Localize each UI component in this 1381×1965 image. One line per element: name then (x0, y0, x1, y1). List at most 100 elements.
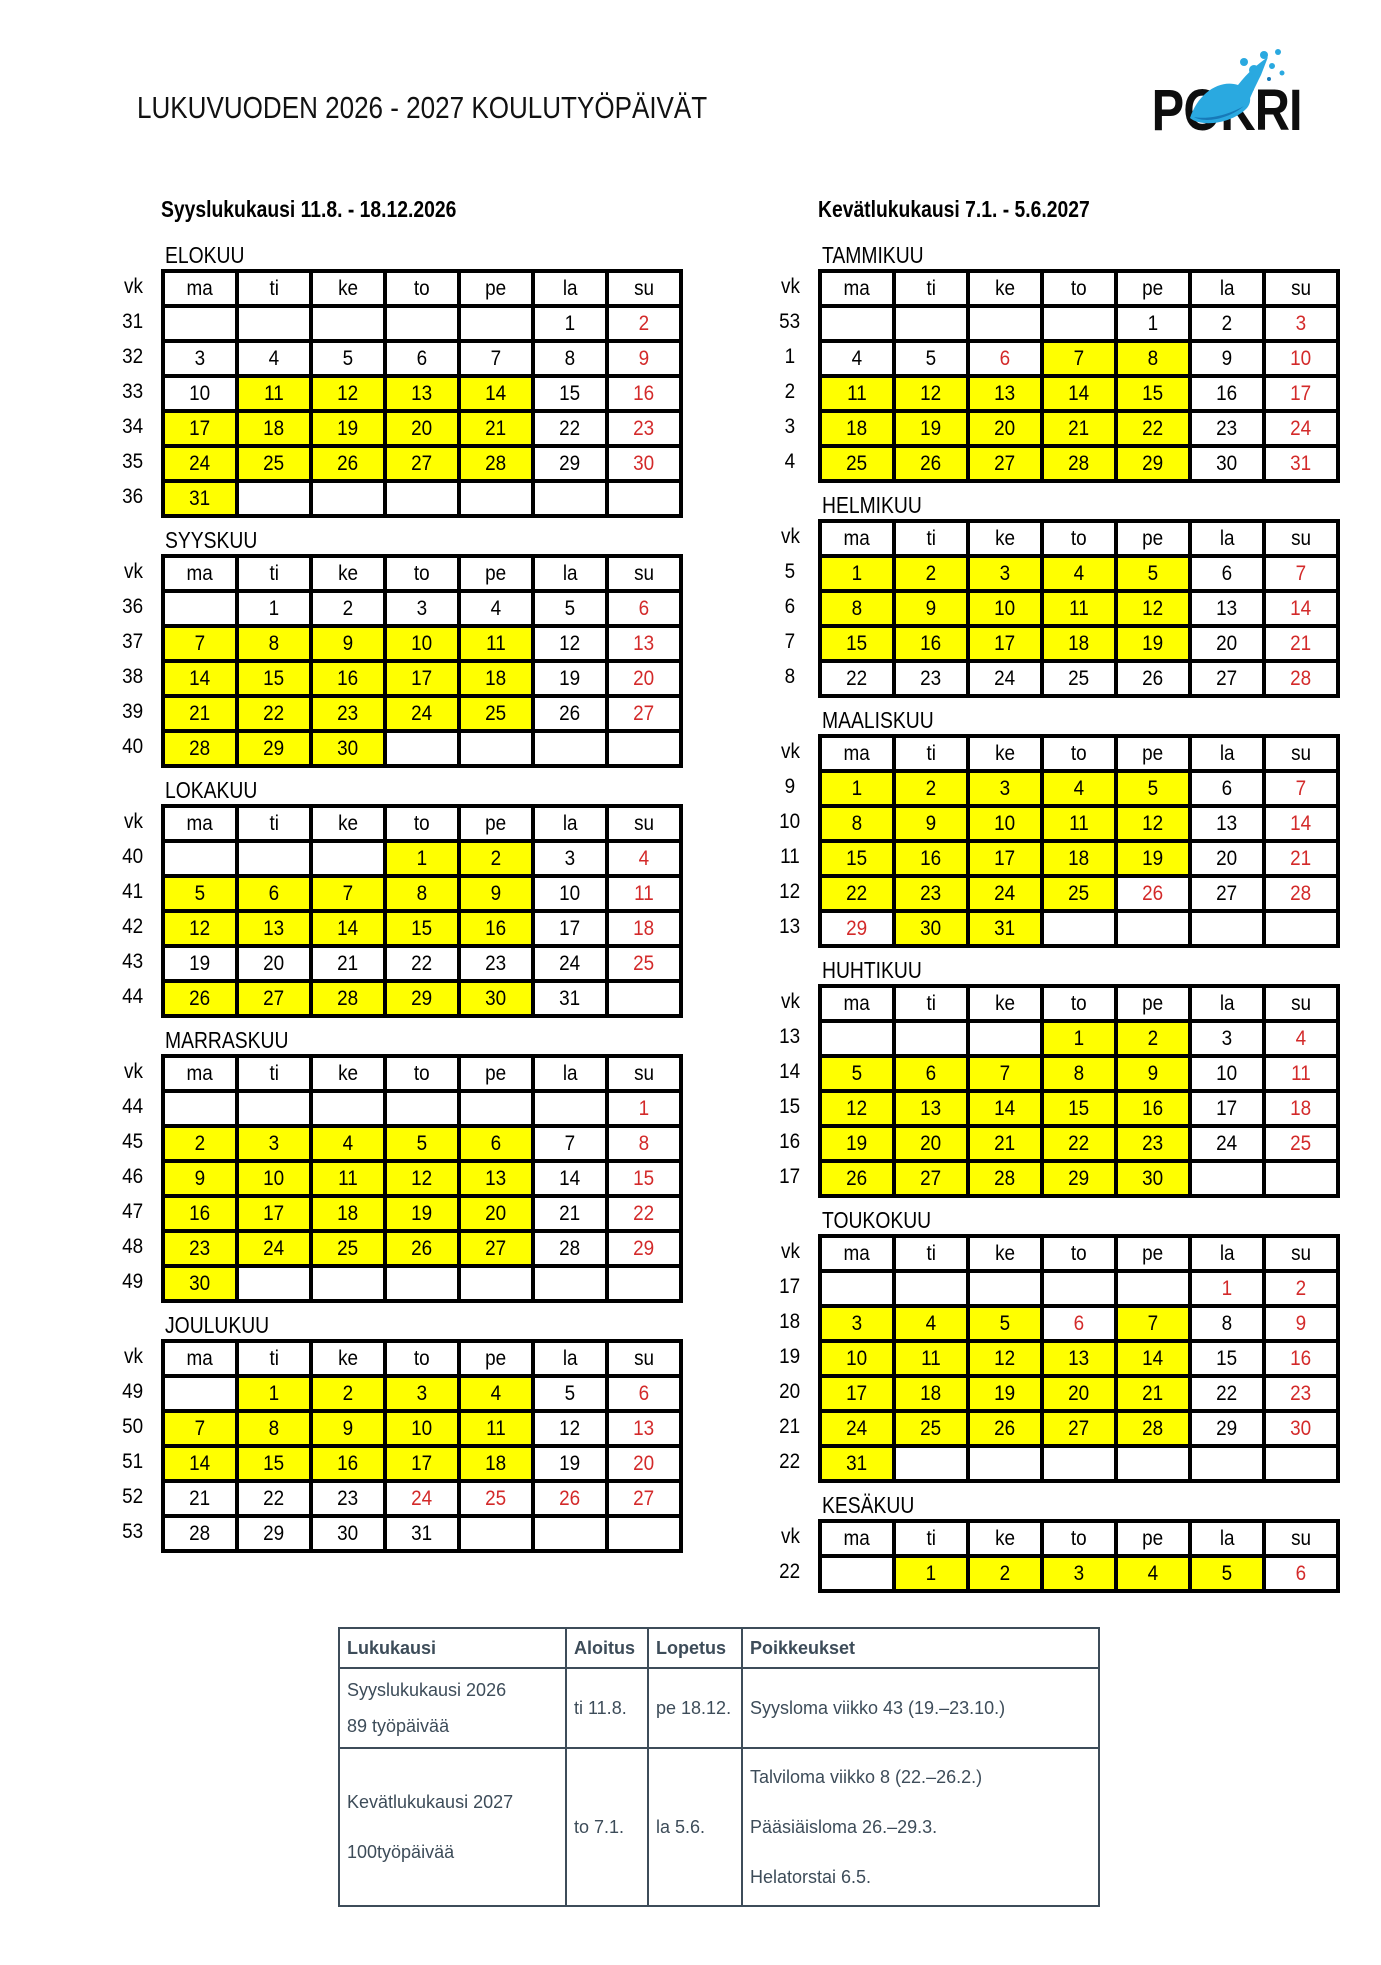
day-cell: 11 (313, 1163, 383, 1194)
week-number: 37 (105, 624, 161, 659)
summary-autumn-end: pe 18.12. (647, 1667, 743, 1749)
cell-text: 53 (779, 310, 801, 333)
day-cell: 8 (239, 628, 309, 659)
month-kesäkuu: KESÄKUU vk 22 ma ti ke to pe la su 1 2 3 4 5 6 (762, 1492, 1362, 1593)
weekday-header: la (1192, 988, 1262, 1019)
day-cell: 15 (1118, 378, 1188, 409)
cell-text: pe (485, 811, 507, 835)
cell-text: 15 (1068, 1096, 1090, 1120)
cell-text: 30 (1290, 1416, 1312, 1440)
weekday-header: pe (1118, 523, 1188, 554)
week-number: 34 (105, 409, 161, 444)
cell-text: 14 (994, 1096, 1016, 1120)
cell-text: su (634, 561, 654, 585)
weekday-header: ti (896, 1523, 966, 1554)
day-cell: 9 (1192, 343, 1262, 374)
term-spring-months: TAMMIKUU vk 53 1 2 3 4 ma ti ke to pe la su 1 2 3 4 5 6 7 8 9 1… (762, 242, 1362, 1593)
day-cell (1266, 913, 1336, 944)
day-cell (896, 308, 966, 339)
day-cell (1192, 1163, 1262, 1194)
term-header-autumn: Syyslukukausi 11.8. - 18.12.2026 (105, 196, 705, 222)
day-cell: 9 (165, 1163, 235, 1194)
cell-text: 23 (920, 881, 942, 905)
cell-text: 25 (1068, 666, 1090, 690)
day-cell: 9 (896, 593, 966, 624)
cell-text: 30 (485, 986, 507, 1010)
cell-text: 8 (416, 881, 428, 905)
day-cell: 24 (239, 1233, 309, 1264)
cell-text: 12 (994, 1346, 1016, 1370)
weekday-header: ke (970, 1523, 1040, 1554)
cell-text: ke (995, 276, 1015, 300)
day-cell (609, 1268, 679, 1299)
cell-text: ke (995, 741, 1015, 765)
weekday-header: la (1192, 523, 1262, 554)
cell-text: 10 (994, 596, 1016, 620)
cell-text: su (1291, 526, 1311, 550)
cell-text: 11 (1069, 811, 1089, 835)
day-cell: 10 (1192, 1058, 1262, 1089)
pokri-logo: POKRI (1150, 44, 1325, 143)
week-number: 38 (105, 659, 161, 694)
term-header-spring: Kevätlukukausi 7.1. - 5.6.2027 (762, 196, 1362, 222)
weekday-header: ke (313, 1058, 383, 1089)
summary-spring-term-cell: Kevätlukukausi 2027 100työpäivää (338, 1747, 567, 1907)
weekday-header: to (387, 1058, 457, 1089)
cell-text: 28 (1290, 881, 1312, 905)
summary-header-poikkeukset: Poikkeukset (741, 1627, 1100, 1669)
weekday-header: su (609, 558, 679, 589)
day-cell (609, 1518, 679, 1549)
cell-text: 4 (1147, 1561, 1159, 1585)
cell-text: 2 (1221, 311, 1233, 335)
summary-exception: Syysloma viikko 43 (19.–23.10.) (750, 1698, 1006, 1718)
week-number: 49 (105, 1374, 161, 1409)
day-cell: 23 (609, 413, 679, 444)
day-cell: 1 (535, 308, 605, 339)
cell-text: 26 (1142, 881, 1164, 905)
day-cell: 19 (1118, 628, 1188, 659)
week-number: 3 (762, 409, 818, 444)
cell-text: 10 (1216, 1061, 1238, 1085)
weekday-header: ma (165, 273, 235, 304)
day-cell: 27 (387, 448, 457, 479)
day-cell: 5 (1192, 1558, 1262, 1589)
day-cell: 13 (609, 1413, 679, 1444)
cell-text: 3 (1295, 311, 1307, 335)
weekday-header: ke (970, 988, 1040, 1019)
cell-text: 22 (559, 416, 581, 440)
day-cell: 9 (313, 1413, 383, 1444)
day-cell: 25 (313, 1233, 383, 1264)
cell-text: vk (123, 810, 143, 833)
month-title: LOKAKUU (105, 777, 705, 803)
day-cell: 17 (822, 1378, 892, 1409)
day-cell: 12 (896, 378, 966, 409)
cell-text: 29 (263, 1521, 285, 1545)
cell-text: 8 (784, 665, 796, 688)
cell-text: 8 (268, 631, 280, 655)
day-cell: 22 (1192, 1378, 1262, 1409)
cell-text: 15 (263, 1451, 285, 1475)
week-number: 44 (105, 1089, 161, 1124)
cell-text: 1 (564, 311, 576, 335)
cell-text: ke (995, 1241, 1015, 1265)
day-cell (822, 1023, 892, 1054)
cell-text: 29 (1068, 1166, 1090, 1190)
day-cell: 4 (461, 593, 531, 624)
cell-text: 12 (411, 1166, 433, 1190)
cell-text: 14 (337, 916, 359, 940)
month-title: MAALISKUU (762, 707, 1362, 733)
day-cell: 13 (609, 628, 679, 659)
day-cell: 16 (165, 1198, 235, 1229)
cell-text: 24 (411, 701, 433, 725)
day-cell: 26 (1118, 878, 1188, 909)
cell-text: 1 (925, 1561, 937, 1585)
cell-text: 49 (122, 1380, 144, 1403)
day-cell: 6 (239, 878, 309, 909)
cell-text: ma (186, 276, 214, 300)
cell-text: 32 (122, 345, 144, 368)
day-cell: 21 (970, 1128, 1040, 1159)
cell-text: 14 (779, 1060, 801, 1083)
weekday-header: pe (461, 558, 531, 589)
cell-text: la (562, 1061, 578, 1085)
day-cell: 7 (970, 1058, 1040, 1089)
